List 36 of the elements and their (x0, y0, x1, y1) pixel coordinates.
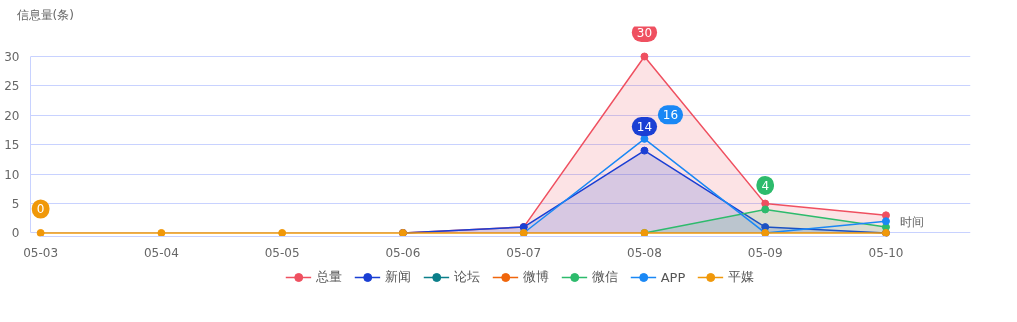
x-tick-label: 05-09 (747, 245, 783, 260)
x-tick-label: 05-03 (23, 245, 59, 260)
legend-label: 微信 (591, 268, 618, 286)
y-tick-label: 30 (4, 50, 20, 64)
y-tick-label: 15 (4, 138, 20, 153)
legend-label: APP (660, 269, 686, 285)
x-tick-label: 05-05 (264, 245, 300, 260)
x-axis-title: 时间 (899, 214, 924, 229)
point (36, 228, 45, 237)
legend-label: 平媒 (728, 268, 755, 286)
data-label: 14 (636, 120, 653, 135)
x-tick-label: 05-10 (868, 245, 904, 260)
y-tick-label: 20 (4, 108, 20, 123)
x-tick-label: 05-04 (143, 245, 179, 260)
x-tick-label: 05-06 (385, 245, 421, 260)
legend-label: 新闻 (384, 268, 411, 286)
y-axis-title: 信息量(条) (16, 7, 74, 22)
point (640, 52, 649, 61)
y-tick-label: 0 (11, 226, 20, 241)
legend-label: 论坛 (453, 268, 480, 286)
x-tick-label: 05-08 (627, 245, 662, 260)
legend-label: 总量 (315, 268, 342, 286)
point (278, 228, 287, 237)
y-tick-label: 10 (4, 167, 20, 182)
y-tick-label: 5 (11, 197, 20, 212)
data-label: 16 (662, 108, 679, 123)
data-label: 30 (636, 26, 653, 40)
point (640, 146, 649, 155)
data-label: 0 (36, 202, 45, 217)
x-tick-label: 05-07 (506, 245, 542, 260)
point (881, 217, 890, 226)
data-label: 4 (761, 178, 770, 193)
y-tick-label: 25 (4, 79, 20, 94)
legend-label: 微博 (522, 268, 549, 286)
point (157, 228, 166, 237)
point (761, 205, 770, 214)
